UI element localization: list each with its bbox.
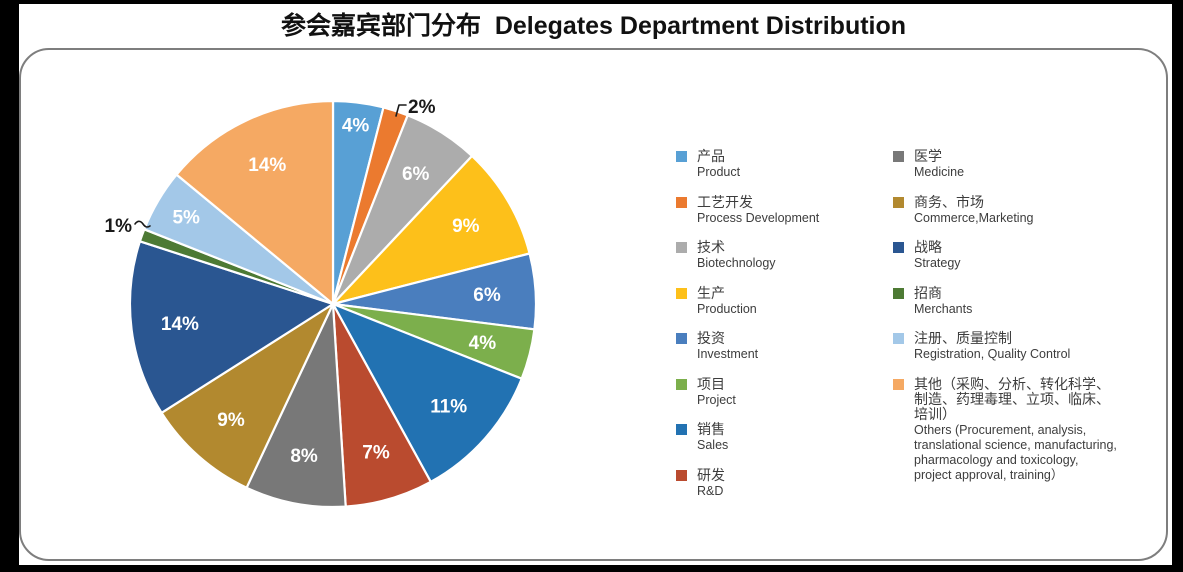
- legend-label-zh: 投资: [697, 330, 725, 346]
- legend-label-group: 项目 Project: [697, 375, 736, 408]
- legend-label-zh: 销售: [697, 421, 725, 437]
- legend-label-en: Process Development: [697, 210, 820, 225]
- legend-label-zh: 战略: [914, 239, 942, 255]
- legend-label-group: 研发 R&D: [697, 466, 725, 499]
- legend-item-r-d: 研发 R&D: [676, 466, 725, 499]
- legend-label-en: Sales: [697, 438, 729, 452]
- legend-label-group: 销售 Sales: [697, 422, 728, 453]
- slice-label-project: 4%: [469, 333, 497, 354]
- legend-item-merchants: 招商 Merchants: [893, 284, 973, 317]
- legend-label-zh: 招商: [914, 284, 942, 301]
- slice-label-product: 4%: [342, 115, 370, 136]
- legend-item-project: 项目 Project: [676, 375, 736, 408]
- legend-item-production: 生产 Production: [676, 284, 757, 317]
- legend-item-others-procurement-analysis-translational-science-manufacturing-pharmacology-and-toxicology-project-approval-training: 其他（采购、分析、转化科学、 制造、药理毒理、立项、临床、 培训） Others …: [893, 375, 1117, 483]
- legend-label-group: 注册、质量控制 Registration, Quality Control: [914, 331, 1070, 362]
- legend-label-en: Biotechnology: [697, 256, 776, 270]
- legend-color-swatch: [676, 424, 687, 435]
- legend-color-swatch: [893, 151, 904, 162]
- legend-label-zh: 生产: [697, 284, 725, 301]
- legend-item-registration-quality-control: 注册、质量控制 Registration, Quality Control: [893, 331, 1070, 362]
- slice-label-biotechnology: 6%: [402, 164, 430, 185]
- legend-label-group: 技术 Biotechnology: [697, 240, 776, 271]
- legend-item-product: 产品 Product: [676, 149, 740, 180]
- legend-item-investment: 投资 Investment: [676, 331, 758, 362]
- legend-color-swatch: [893, 287, 904, 299]
- pie-slice-others-procurement-analysis-translational-science-manufacturing-pharmacology-and-toxicology-project-approval-training: [175, 99, 335, 306]
- slice-label-investment: 6%: [473, 285, 501, 306]
- legend-color-swatch: [893, 378, 904, 390]
- legend-label-en: R&D: [697, 483, 724, 498]
- slice-label-process-development: 2%: [408, 97, 436, 118]
- legend-label-zh: 注册、质量控制: [914, 330, 1012, 346]
- callout-leader-line: [134, 220, 151, 228]
- slice-label-others-procurement-analysis-translational-science-manufacturing-pharmacology-and-toxicology-project-approval-training: 14%: [248, 155, 286, 176]
- legend-label-en: Investment: [697, 347, 759, 361]
- legend-label-zh: 产品: [697, 148, 725, 164]
- legend-item-biotechnology: 技术 Biotechnology: [676, 240, 776, 271]
- legend-label-en: Project: [697, 392, 736, 407]
- legend-label-en: Strategy: [914, 256, 961, 270]
- slice-label-medicine: 8%: [290, 446, 318, 467]
- legend-label-group: 招商 Merchants: [914, 284, 973, 317]
- legend-label-zh: 项目: [697, 375, 725, 392]
- legend-color-swatch: [676, 378, 687, 390]
- legend-label-group: 商务、市场 Commerce,Marketing: [914, 193, 1034, 226]
- legend-label-zh: 商务、市场: [914, 193, 984, 210]
- legend-color-swatch: [676, 242, 687, 253]
- legend-label-en: Product: [697, 165, 741, 179]
- legend-color-swatch: [676, 196, 687, 208]
- pie-slice-commerce-marketing: [160, 302, 335, 489]
- pie-chart: 4% 2% 6% 9% 6% 4% 11% 7% 8% 9% 14% 1% 5% 14%: [105, 97, 538, 509]
- slice-label-strategy: 14%: [161, 314, 199, 335]
- legend-label-group: 投资 Investment: [697, 331, 758, 362]
- legend-label-en: Medicine: [914, 165, 965, 179]
- legend-label-group: 产品 Product: [697, 149, 740, 180]
- legend-label-en: Registration, Quality Control: [914, 347, 1071, 361]
- slice-label-sales: 11%: [430, 397, 467, 418]
- pie-slice-production: [331, 154, 531, 306]
- legend-label-zh: 技术: [697, 239, 725, 255]
- legend-item-process-development: 工艺开发 Process Development: [676, 193, 820, 226]
- legend-label-en: Commerce,Marketing: [914, 210, 1034, 225]
- legend-item-medicine: 医学 Medicine: [893, 149, 964, 180]
- pie-slice-sales: [331, 302, 523, 483]
- legend-label-group: 医学 Medicine: [914, 149, 964, 180]
- document-page: 参会嘉宾部门分布 Delegates Department Distributi…: [19, 4, 1172, 565]
- pie-slice-medicine: [245, 302, 347, 509]
- legend-label-group: 工艺开发 Process Development: [697, 193, 820, 226]
- legend-label-zh: 研发: [697, 466, 725, 483]
- legend-label-zh: 医学: [914, 148, 942, 164]
- slice-label-merchants: 1%: [105, 216, 133, 237]
- legend-color-swatch: [676, 333, 687, 344]
- pie-slice-strategy: [128, 240, 335, 414]
- legend-label-en: Others (Procurement, analysis, translati…: [914, 422, 1117, 482]
- legend-label-group: 战略 Strategy: [914, 240, 961, 271]
- legend-item-commerce-marketing: 商务、市场 Commerce,Marketing: [893, 193, 1034, 226]
- slice-label-production: 9%: [452, 216, 480, 237]
- slice-label-r-d: 7%: [362, 443, 390, 464]
- legend-label-zh: 工艺开发: [697, 193, 753, 210]
- legend-label-group: 生产 Production: [697, 284, 757, 317]
- legend-label-en: Merchants: [914, 301, 973, 316]
- legend-color-swatch: [893, 242, 904, 253]
- legend-color-swatch: [893, 196, 904, 208]
- chart-title: 参会嘉宾部门分布 Delegates Department Distributi…: [280, 12, 907, 40]
- slice-label-registration-quality-control: 5%: [172, 208, 200, 229]
- legend-item-sales: 销售 Sales: [676, 422, 728, 453]
- legend-item-strategy: 战略 Strategy: [893, 240, 961, 271]
- callout-leader-line: [395, 104, 407, 117]
- legend-label-en: Production: [697, 301, 757, 316]
- legend-color-swatch: [676, 287, 687, 299]
- legend-label-group: 其他（采购、分析、转化科学、 制造、药理毒理、立项、临床、 培训） Others …: [914, 375, 1117, 483]
- legend-color-swatch: [676, 151, 687, 162]
- legend-color-swatch: [676, 469, 687, 481]
- slice-label-commerce-marketing: 9%: [217, 410, 245, 431]
- legend-label-zh: 其他（采购、分析、转化科学、 制造、药理毒理、立项、临床、 培训）: [914, 375, 1110, 422]
- legend-color-swatch: [893, 333, 904, 344]
